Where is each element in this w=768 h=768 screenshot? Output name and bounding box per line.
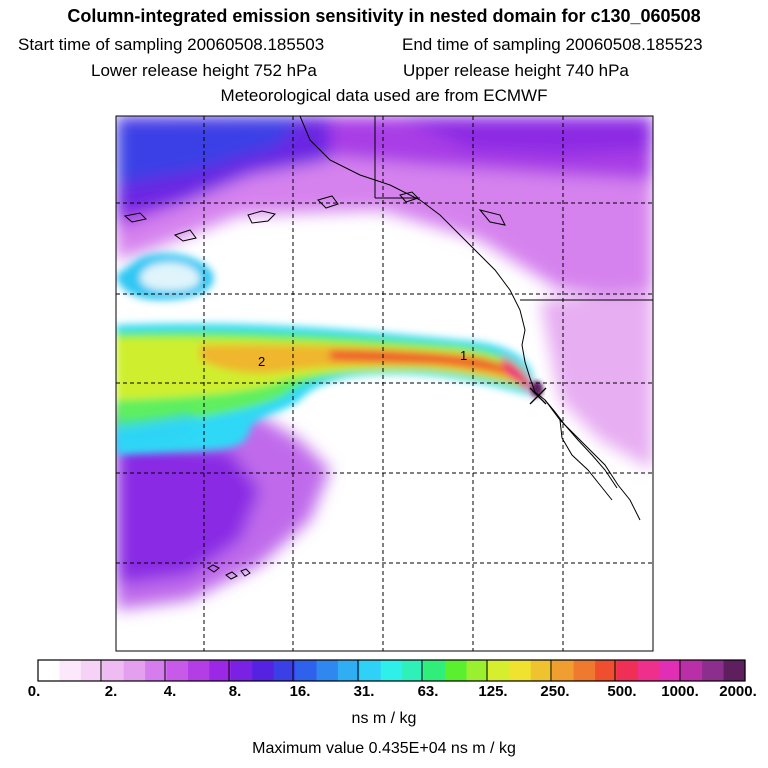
colorbar-tick-label: 4. [163,683,177,700]
colorbar-swatch [466,660,489,681]
colorbar-swatch [295,660,318,681]
colorbar-tick-label: 250. [540,683,570,700]
colorbar-swatch [59,660,82,681]
contour-label-1: 1 [460,348,467,363]
colorbar-tick-label: 2. [104,683,118,700]
colorbar-swatch [702,660,725,681]
start-time-label: Start time of sampling 20060508.185503 [18,35,325,54]
colorbar-swatch [445,660,468,681]
colorbar-swatch [38,660,61,681]
colorbar-swatch [637,660,660,681]
colorbar-swatch [423,660,446,681]
colorbar-swatch [209,660,232,681]
colorbar-swatch [509,660,532,681]
maximum-value-label: Maximum value 0.435E+04 ns m / kg [252,740,516,757]
colorbar-tick-label: 2000. [719,683,757,700]
colorbar-swatch [187,660,210,681]
colorbar-swatch [595,660,618,681]
colorbar-tick-label: 8. [228,683,242,700]
colorbar-swatch [573,660,596,681]
colorbar-swatch [680,660,703,681]
colorbar-swatch [80,660,103,681]
colorbar-swatch [552,660,575,681]
release-point-marker [529,387,547,405]
coastlines [123,116,653,580]
colorbar-swatch [230,660,253,681]
lat-lon-grid [116,116,653,651]
colorbar-tick-label: 1000. [661,683,699,700]
colorbar-tick-label: 16. [289,683,311,700]
colorbar [37,660,746,681]
colorbar-swatch [316,660,339,681]
colorbar-swatch [166,660,189,681]
colorbar-tick-label: 125. [478,683,508,700]
colorbar-swatch [337,660,360,681]
colorbar-units: ns m / kg [351,710,417,727]
end-time-label: End time of sampling 20060508.185523 [402,35,703,54]
colorbar-tick-label: 63. [417,683,439,700]
colorbar-tick-label: 0. [27,683,41,700]
colorbar-swatch [252,660,275,681]
colorbar-swatch [487,660,510,681]
colorbar-swatch [359,660,382,681]
colorbar-swatch [723,660,746,681]
colorbar-swatch [402,660,425,681]
colorbar-swatch [530,660,553,681]
map-frame [115,115,654,652]
met-data-label: Meteorological data used are from ECMWF [220,86,548,105]
colorbar-swatch [123,660,146,681]
colorbar-swatch [380,660,403,681]
lower-release-label: Lower release height 752 hPa [91,61,317,80]
colorbar-swatch [102,660,125,681]
colorbar-swatch [273,660,296,681]
colorbar-swatch [616,660,639,681]
upper-release-label: Upper release height 740 hPa [403,61,629,80]
colorbar-frame [37,659,746,682]
colorbar-swatch [659,660,682,681]
colorbar-swatch [145,660,168,681]
figure-title: Column-integrated emission sensitivity i… [67,6,701,26]
contour-label-2: 2 [258,354,265,369]
colorbar-tick-label: 500. [607,683,637,700]
colorbar-tick-label: 31. [353,683,375,700]
